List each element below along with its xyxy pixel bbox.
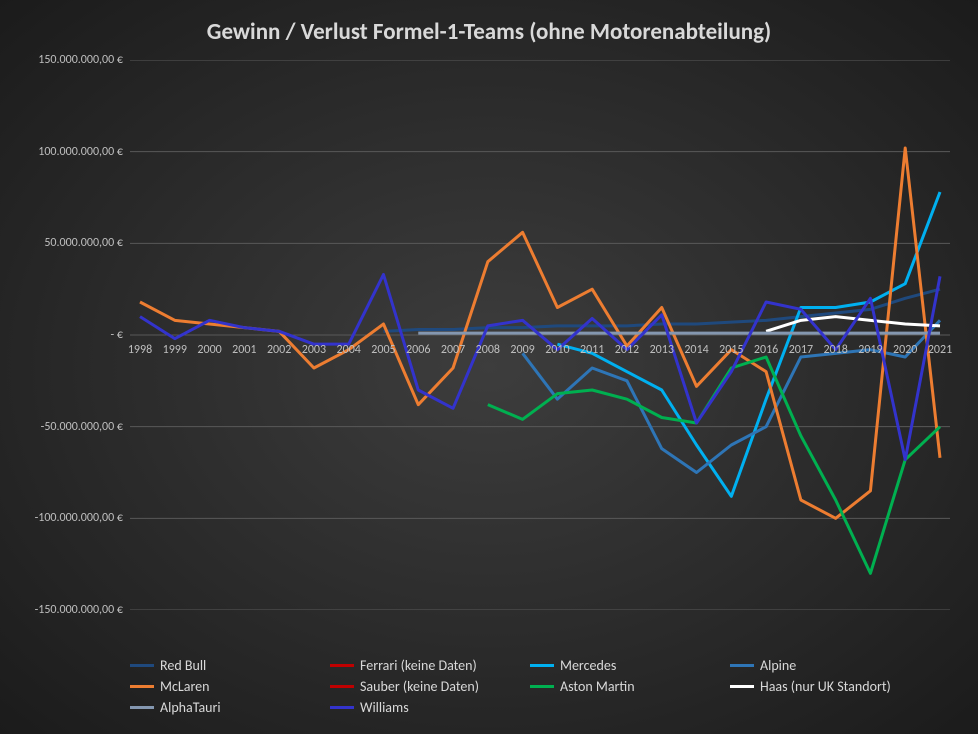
legend-label: Alpine [760,657,796,674]
x-tick-label: 2017 [789,343,813,357]
legend: Red Bull Ferrari (keine Daten) Mercedes Alp… [130,657,950,720]
y-tick-label: -100.000.000,00 € [35,511,123,525]
x-tick-label: 2015 [719,343,743,357]
legend-swatch [530,664,554,667]
y-tick-label: 150.000.000,00 € [38,53,123,67]
legend-item: Ferrari (keine Daten) [330,657,530,674]
chart-svg [130,60,950,610]
x-tick-label: 2014 [684,343,708,357]
legend-swatch [130,706,154,709]
legend-swatch [530,685,554,688]
x-tick-label: 2000 [197,343,221,357]
x-tick-label: 2020 [893,343,917,357]
x-tick-label: 2006 [406,343,430,357]
y-tick-label: 50.000.000,00 € [44,236,123,250]
legend-item: Mercedes [530,657,730,674]
legend-label: Red Bull [160,657,206,674]
y-tick-label: -50.000.000,00 € [41,420,123,434]
x-tick-label: 2001 [232,343,256,357]
y-tick-label: 100.000.000,00 € [38,145,123,159]
x-tick-label: 2002 [267,343,291,357]
legend-swatch [130,685,154,688]
x-tick-label: 1999 [163,343,187,357]
legend-swatch [730,685,754,688]
y-tick-label: - € [111,328,123,342]
x-tick-label: 2009 [510,343,534,357]
y-tick-label: -150.000.000,00 € [35,603,123,617]
legend-label: McLaren [160,678,210,695]
plot-area [130,60,950,610]
x-tick-label: 2013 [650,343,674,357]
legend-swatch [330,664,354,667]
legend-label: Sauber (keine Daten) [360,678,479,695]
x-tick-label: 2008 [476,343,500,357]
legend-item: Red Bull [130,657,330,674]
chart-container: Gewinn / Verlust Formel-1-Teams (ohne Mo… [0,0,978,734]
x-tick-label: 2012 [615,343,639,357]
x-tick-label: 1998 [128,343,152,357]
legend-item: Sauber (keine Daten) [330,678,530,695]
x-tick-label: 2011 [580,343,604,357]
legend-item: Alpine [730,657,930,674]
legend-label: Mercedes [560,657,616,674]
series-line [140,275,940,460]
x-tick-label: 2003 [302,343,326,357]
x-tick-label: 2005 [371,343,395,357]
legend-swatch [130,664,154,667]
x-tick-label: 2021 [928,343,952,357]
legend-label: AlphaTauri [160,699,221,716]
x-tick-label: 2018 [823,343,847,357]
legend-item: McLaren [130,678,330,695]
legend-label: Aston Martin [560,678,635,695]
x-tick-label: 2019 [858,343,882,357]
legend-swatch [330,685,354,688]
legend-item: Williams [330,699,530,716]
x-tick-label: 2010 [545,343,569,357]
legend-label: Ferrari (keine Daten) [360,657,477,674]
legend-item: Haas (nur UK Standort) [730,678,930,695]
legend-label: Haas (nur UK Standort) [760,678,891,695]
legend-swatch [730,664,754,667]
legend-item: AlphaTauri [130,699,330,716]
chart-title: Gewinn / Verlust Formel-1-Teams (ohne Mo… [0,18,978,46]
x-tick-label: 2007 [441,343,465,357]
legend-item: Aston Martin [530,678,730,695]
legend-label: Williams [360,699,409,716]
x-tick-label: 2016 [754,343,778,357]
legend-swatch [330,706,354,709]
x-tick-label: 2004 [337,343,361,357]
